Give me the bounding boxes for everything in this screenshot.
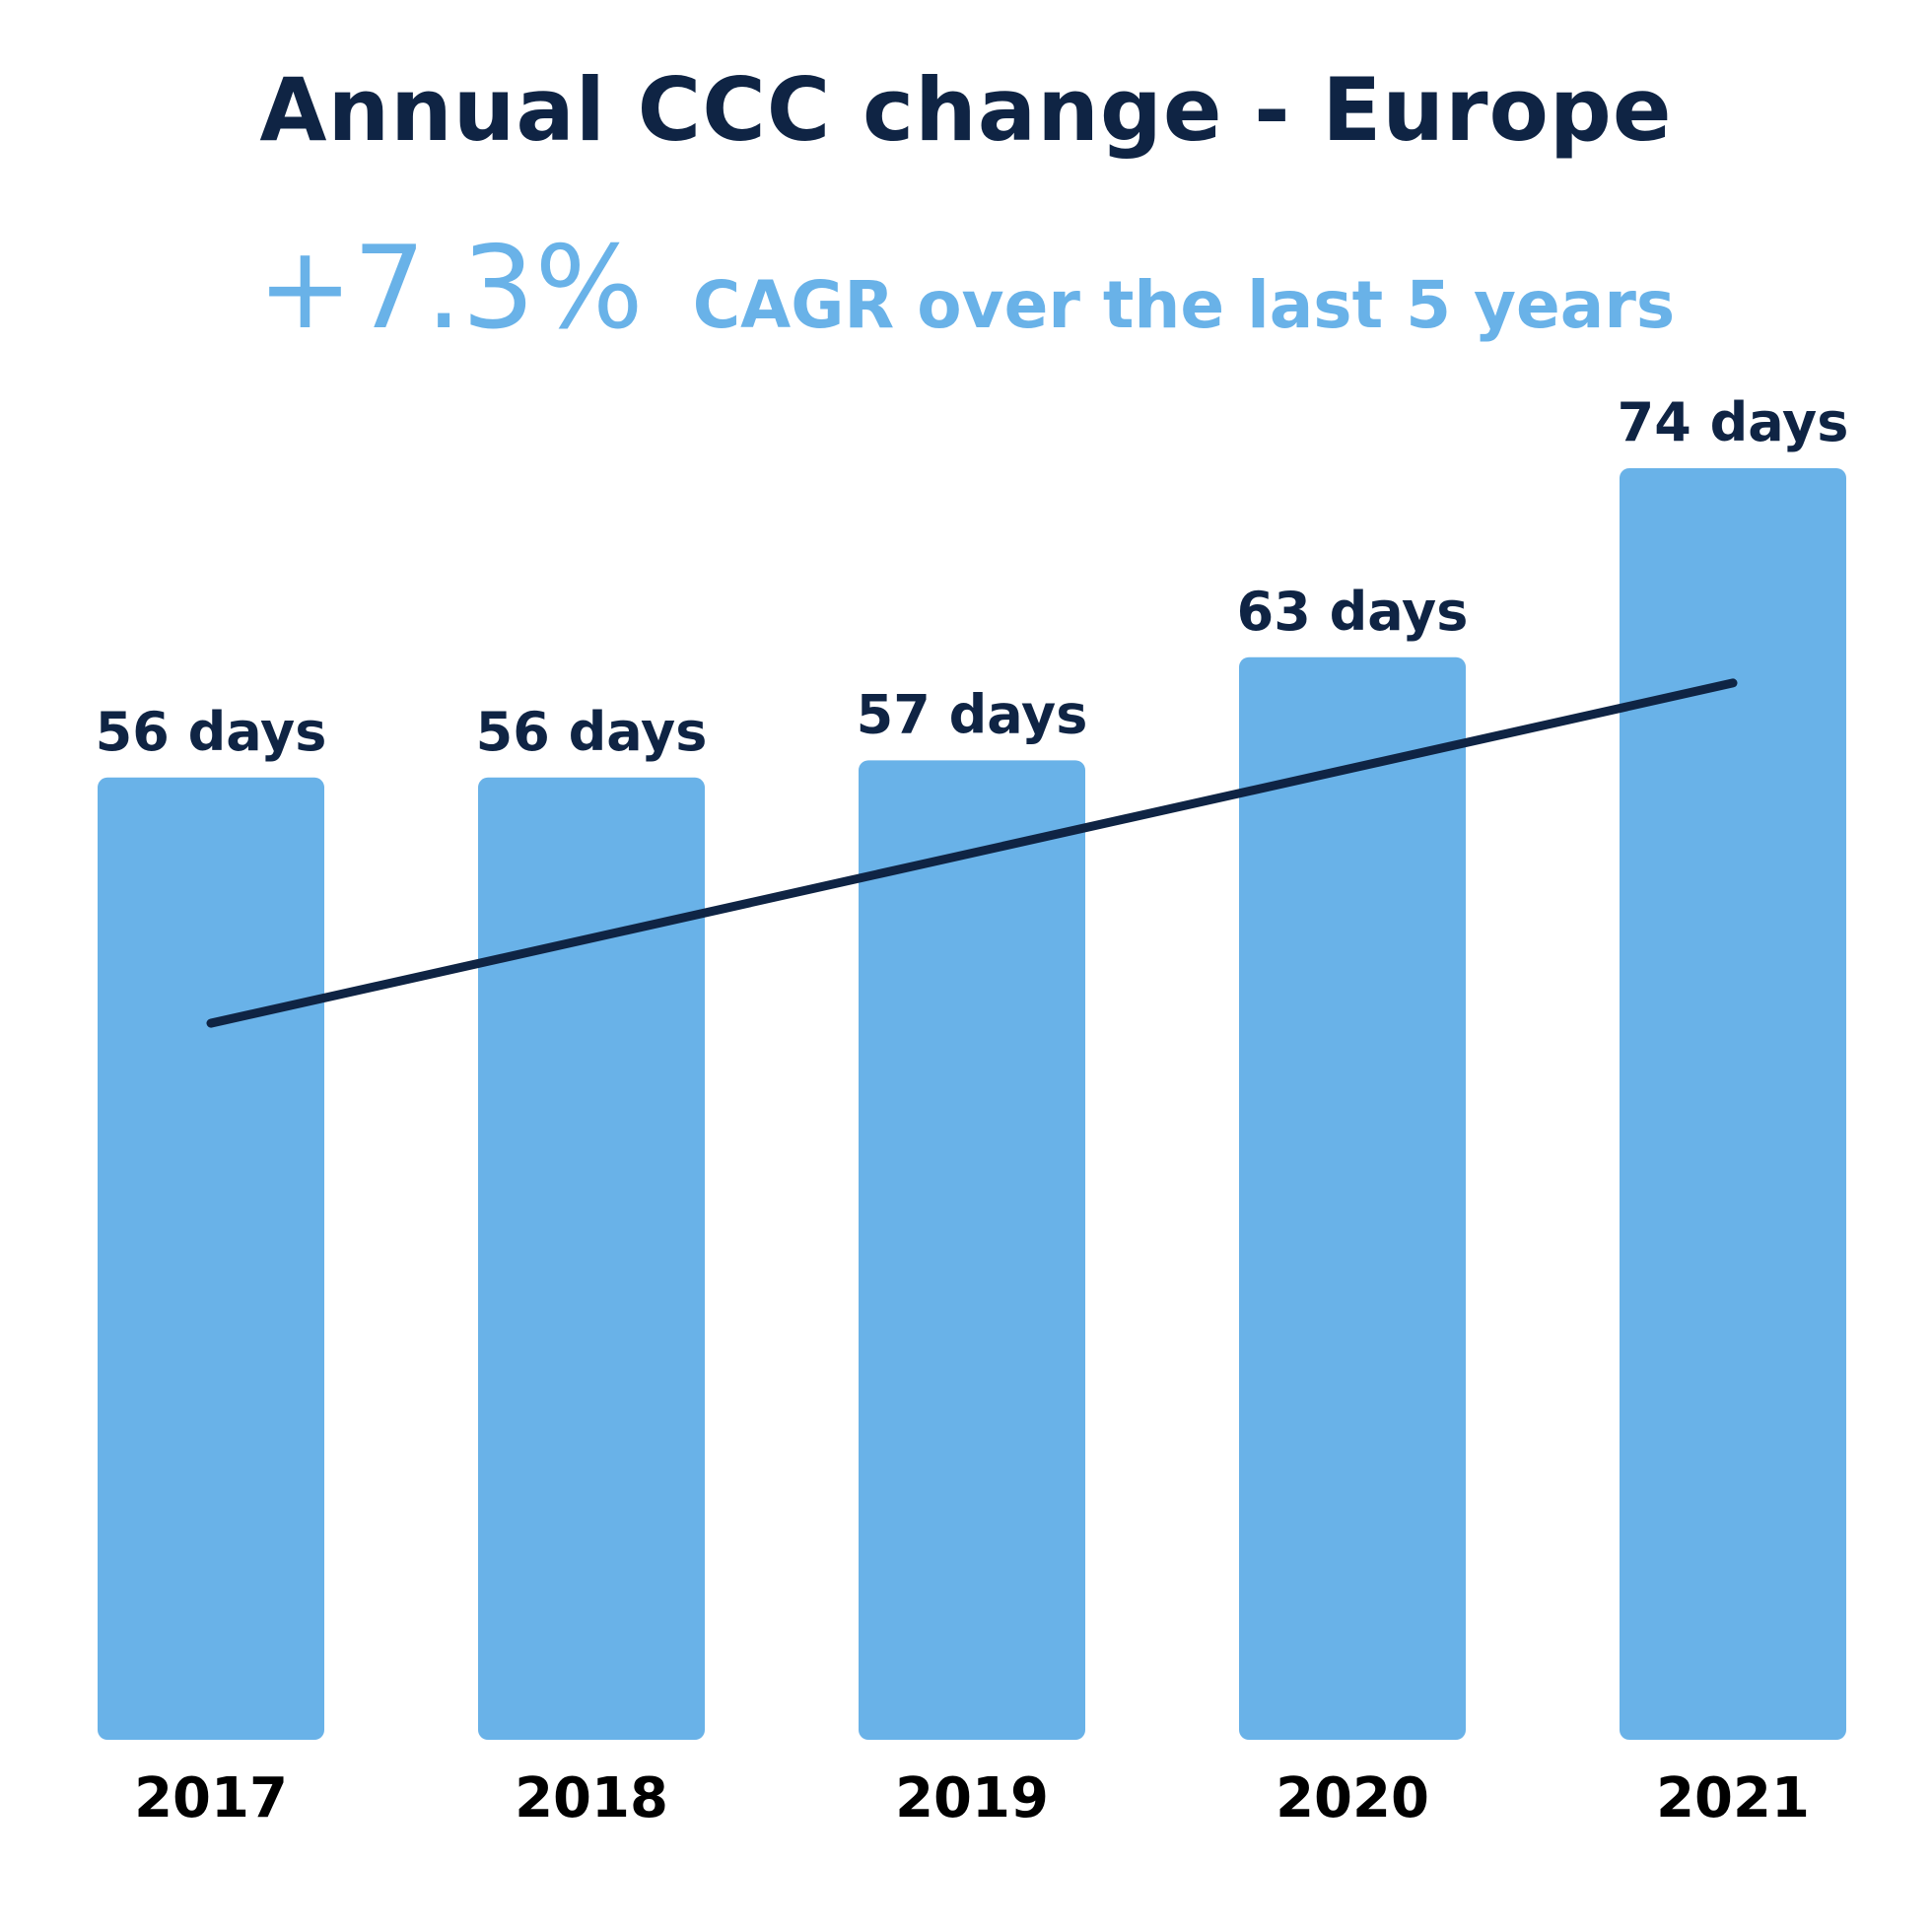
cagr-value: +7.3% (256, 222, 644, 355)
data-label-2019: 57 days (857, 683, 1088, 745)
x-tick-2018: 2018 (515, 1766, 668, 1830)
chart-subtitle: +7.3% CAGR over the last 5 years (0, 222, 1932, 355)
x-tick-2020: 2020 (1276, 1766, 1429, 1830)
data-label-2017: 56 days (96, 701, 327, 763)
bar-2018 (478, 777, 705, 1740)
bar-2017 (98, 777, 324, 1740)
x-tick-2021: 2021 (1656, 1766, 1810, 1830)
data-label-2021: 74 days (1618, 391, 1849, 453)
cagr-text: CAGR over the last 5 years (692, 267, 1676, 343)
chart-title: Annual CCC change - Europe (259, 59, 1673, 161)
bar-2019 (859, 760, 1085, 1740)
x-tick-2017: 2017 (134, 1766, 288, 1830)
data-label-2020: 63 days (1237, 581, 1469, 643)
bar-2021 (1620, 468, 1846, 1740)
data-label-2018: 56 days (476, 701, 708, 763)
x-tick-2019: 2019 (895, 1766, 1049, 1830)
trend-line (206, 678, 1738, 1028)
bar-2020 (1239, 656, 1466, 1740)
